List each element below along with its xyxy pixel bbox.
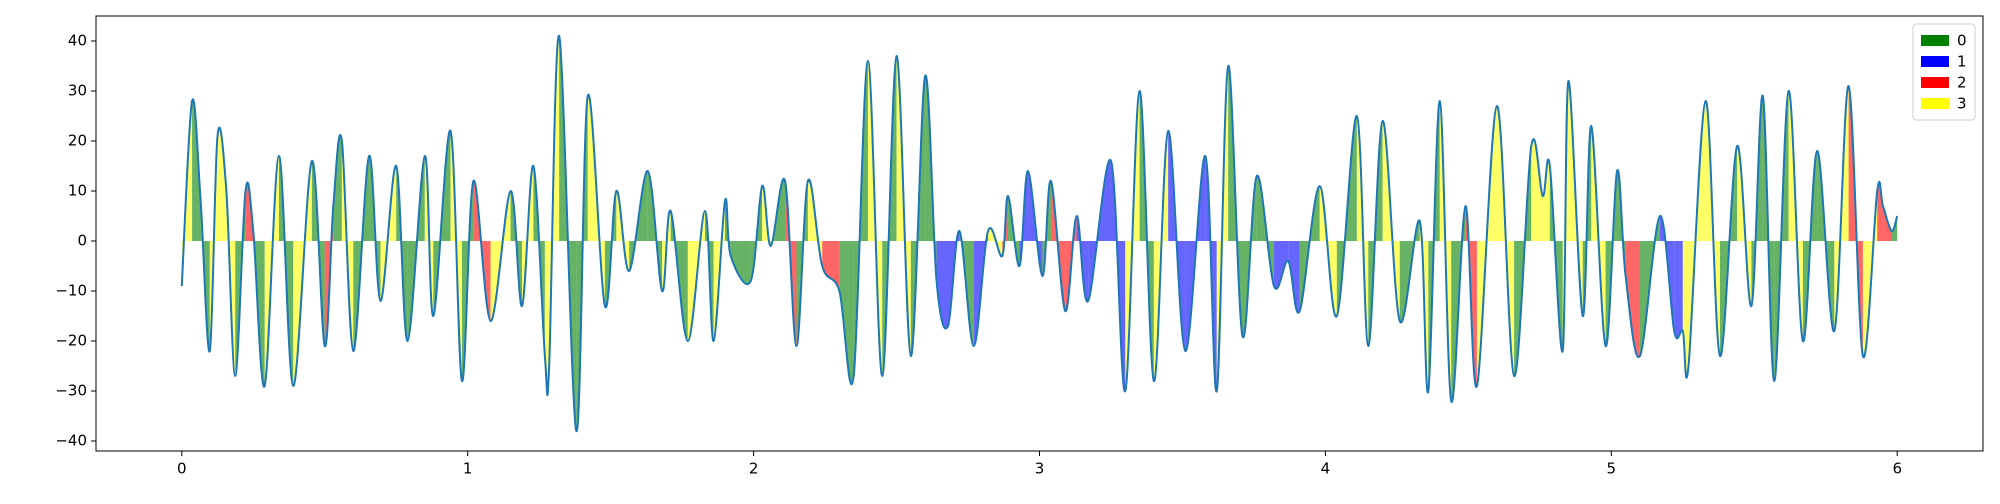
x-tick-label: 1	[463, 460, 473, 478]
class-fill	[1288, 241, 1300, 313]
y-tick-label: 40	[68, 32, 87, 50]
legend-label: 2	[1957, 74, 1967, 92]
y-tick-label: 30	[68, 82, 87, 100]
class-fill	[1877, 181, 1883, 241]
class-fill	[245, 182, 254, 241]
fills	[181, 35, 1898, 432]
y-tick-label: 10	[68, 182, 87, 200]
class-fill	[1688, 101, 1706, 366]
legend-swatch	[1921, 77, 1949, 88]
legend: 0 1 2 3	[1912, 23, 1976, 121]
class-fill	[867, 61, 883, 377]
class-fill	[1168, 130, 1186, 351]
y-tick-label: −40	[55, 432, 87, 450]
class-fill	[839, 241, 854, 385]
class-fill	[936, 241, 949, 329]
class-fill	[533, 166, 545, 356]
x-tick-label: 4	[1321, 460, 1331, 478]
class-fill	[1674, 241, 1683, 339]
class-fill	[1862, 191, 1878, 358]
class-fill	[333, 135, 342, 241]
x-tick-label: 3	[1035, 460, 1045, 478]
x-tick-label: 2	[749, 460, 759, 478]
x-tick-label: 0	[177, 460, 187, 478]
class-fill	[1531, 139, 1543, 241]
class-fill	[730, 241, 751, 285]
class-fill	[217, 127, 227, 241]
legend-swatch	[1921, 56, 1949, 67]
class-fill	[1542, 159, 1550, 241]
class-fill	[192, 99, 201, 242]
legend-frame	[1912, 23, 1976, 121]
signal-line	[180, 34, 1899, 433]
legend-swatch	[1921, 35, 1949, 46]
y-tick-label: 20	[68, 132, 87, 150]
y-tick-label: −30	[55, 382, 87, 400]
legend-label: 3	[1957, 95, 1967, 113]
class-fill	[822, 241, 840, 291]
legend-label: 1	[1957, 53, 1967, 71]
class-fill	[1273, 241, 1289, 289]
legend-swatch	[1921, 98, 1949, 109]
y-tick-label: −20	[55, 332, 87, 350]
y-tick-label: −10	[55, 282, 87, 300]
legend-label: 0	[1957, 32, 1967, 50]
x-tick-label: 5	[1607, 460, 1617, 478]
class-fill	[1110, 161, 1126, 392]
x-tick-label: 6	[1892, 460, 1902, 478]
class-fill	[544, 241, 550, 396]
class-fill	[1659, 215, 1675, 331]
class-fill	[1625, 241, 1640, 358]
class-fill	[1153, 131, 1169, 382]
y-tick-label: 0	[77, 232, 87, 250]
class-fill	[549, 35, 560, 366]
